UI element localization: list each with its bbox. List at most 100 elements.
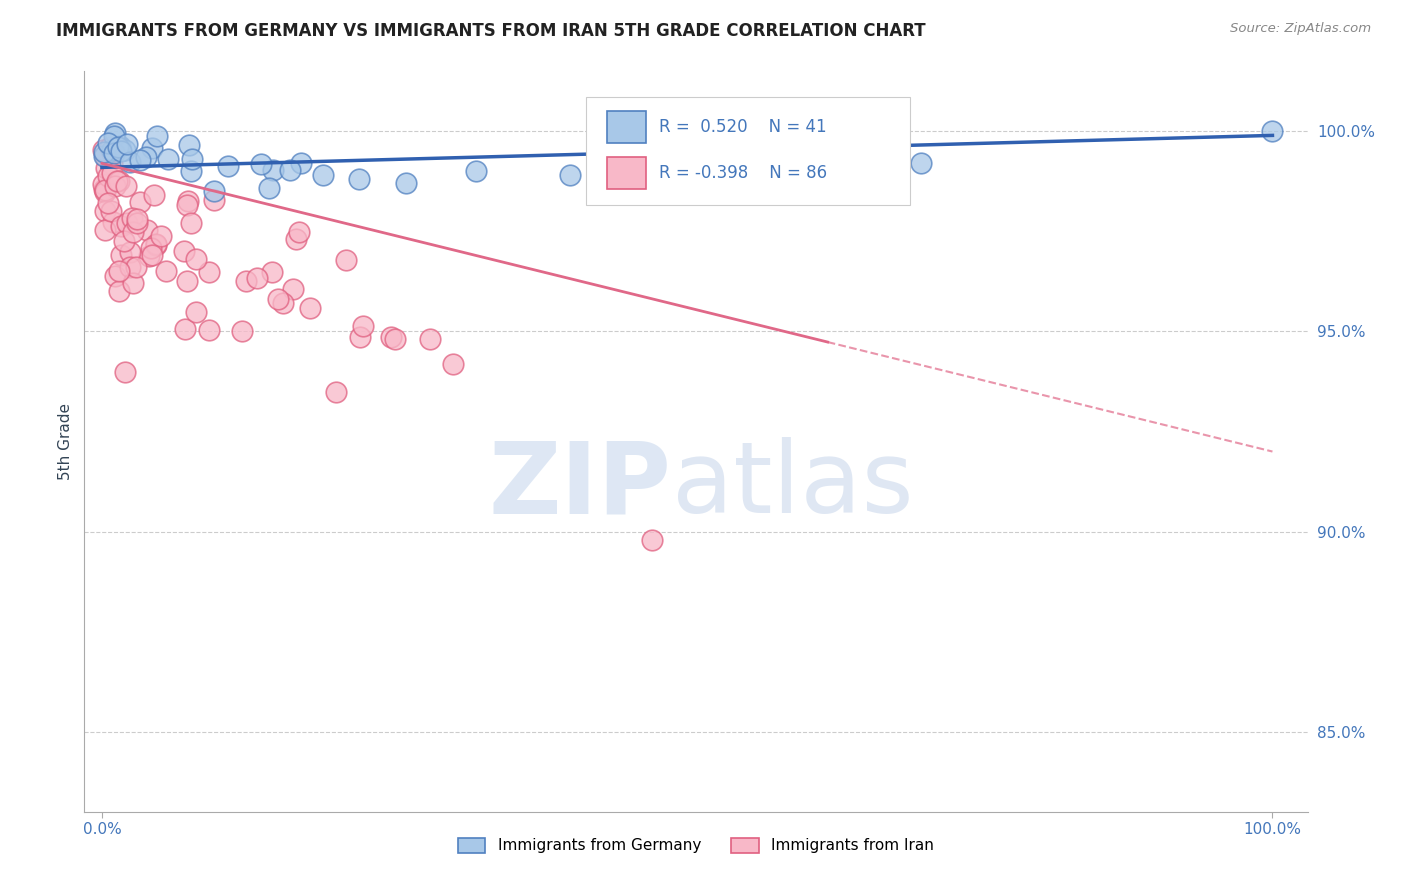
Point [138, 249, 160, 263]
Point [121, 276, 143, 290]
Point [198, 265, 221, 279]
Point [104, 269, 127, 284]
Point [121, 211, 143, 226]
Point [91, 143, 114, 157]
Point [246, 271, 269, 285]
Point [129, 153, 152, 167]
Point [93, 182, 115, 196]
Point [94, 204, 117, 219]
Text: atlas: atlas [672, 437, 912, 534]
Point [197, 323, 219, 337]
Point [125, 212, 148, 227]
Point [155, 264, 177, 278]
Point [266, 293, 288, 307]
Point [325, 384, 347, 399]
Point [141, 141, 163, 155]
Point [217, 159, 239, 173]
Point [103, 126, 125, 140]
Point [108, 138, 131, 153]
Point [284, 231, 307, 245]
Point [97, 169, 120, 183]
Point [118, 154, 141, 169]
Point [115, 136, 138, 151]
Point [145, 238, 167, 252]
Point [290, 156, 312, 170]
Point [141, 241, 163, 255]
Point [93, 149, 115, 163]
Text: R =  0.520    N = 41: R = 0.520 N = 41 [659, 118, 827, 136]
Point [641, 533, 664, 547]
Point [110, 248, 132, 262]
Point [135, 222, 157, 236]
Point [93, 145, 115, 160]
Point [179, 137, 201, 152]
Point [146, 128, 169, 143]
Point [384, 333, 406, 347]
Point [465, 164, 488, 178]
Point [129, 195, 152, 210]
Point [395, 177, 418, 191]
Point [560, 169, 582, 183]
Point [101, 157, 124, 171]
Point [110, 219, 132, 233]
Point [419, 333, 441, 347]
Point [676, 164, 699, 178]
Point [94, 161, 117, 176]
Bar [606, 157, 645, 189]
Point [114, 364, 136, 378]
Point [100, 204, 122, 219]
Point [120, 244, 142, 259]
Point [108, 264, 131, 278]
Y-axis label: 5th Grade: 5th Grade [58, 403, 73, 480]
Point [231, 325, 253, 339]
Point [202, 185, 225, 199]
Point [110, 144, 132, 158]
Point [180, 163, 202, 178]
Point [97, 136, 120, 150]
Point [100, 145, 122, 159]
Point [177, 194, 200, 208]
Point [235, 274, 257, 288]
Point [1261, 124, 1284, 138]
Point [257, 180, 280, 194]
Point [156, 152, 179, 166]
Legend: Immigrants from Germany, Immigrants from Iran: Immigrants from Germany, Immigrants from… [451, 831, 941, 860]
Bar [606, 111, 645, 143]
Point [108, 174, 131, 188]
Point [278, 163, 301, 178]
Point [98, 140, 121, 154]
Point [910, 156, 932, 170]
Point [179, 216, 201, 230]
Point [114, 143, 136, 157]
Point [101, 214, 124, 228]
Point [121, 225, 143, 239]
Text: Source: ZipAtlas.com: Source: ZipAtlas.com [1230, 22, 1371, 36]
Point [176, 198, 198, 212]
Text: R = -0.398    N = 86: R = -0.398 N = 86 [659, 164, 827, 182]
Point [103, 128, 125, 143]
Point [103, 146, 125, 161]
Point [250, 156, 273, 170]
Point [107, 140, 129, 154]
Point [91, 177, 114, 191]
FancyBboxPatch shape [586, 97, 910, 204]
Point [107, 285, 129, 299]
Point [176, 274, 198, 288]
Point [349, 172, 371, 186]
Point [181, 152, 204, 166]
Point [271, 296, 294, 310]
Point [101, 143, 124, 157]
Point [108, 139, 131, 153]
Point [125, 216, 148, 230]
Point [135, 150, 157, 164]
Point [145, 237, 167, 252]
Point [94, 148, 117, 162]
Point [184, 252, 207, 267]
Point [173, 244, 195, 259]
Point [312, 168, 335, 182]
Point [107, 174, 129, 188]
Point [115, 178, 138, 193]
Point [335, 252, 357, 267]
Point [298, 301, 321, 315]
Point [118, 260, 141, 275]
